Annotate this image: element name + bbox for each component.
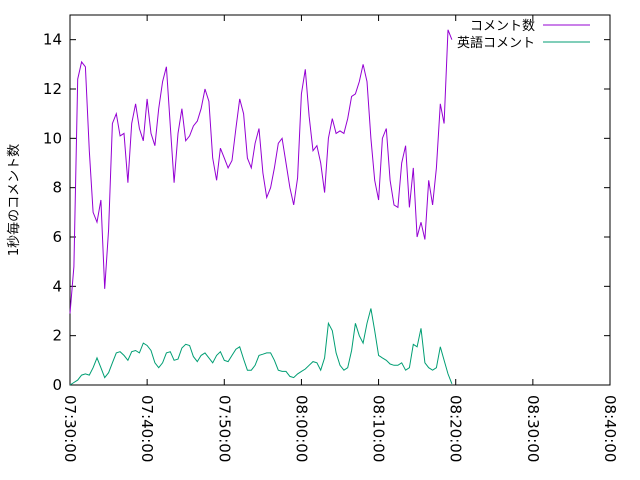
x-tick-label: 07:50:00: [215, 395, 233, 462]
y-tick-label: 14: [43, 31, 62, 49]
y-tick-label: 8: [52, 179, 62, 197]
x-axis: 07:30:00 07:40:00 07:50:00 08:00:00 08:10:00…: [61, 15, 619, 462]
y-tick-label: 6: [52, 228, 62, 246]
y-tick-label: 2: [52, 327, 62, 345]
series-layer: [69, 29, 453, 386]
series-line-1: [69, 29, 453, 314]
y-tick-label: 4: [52, 277, 62, 295]
x-tick-label: 08:30:00: [524, 395, 542, 462]
y-tick-label: 12: [43, 80, 62, 98]
legend-label: コメント数: [470, 19, 535, 34]
plot-frame: [69, 14, 611, 386]
x-tick-label: 08:10:00: [370, 395, 388, 462]
x-tick-label: 07:40:00: [138, 395, 156, 462]
legend-label: 英語コメント: [457, 35, 535, 51]
series-line-2: [69, 308, 453, 386]
plot-border: [69, 14, 611, 386]
y-axis: 0 2 4 6 8 10 12 14: [43, 31, 610, 394]
x-tick-label: 08:40:00: [601, 395, 619, 462]
x-tick-label: 07:30:00: [61, 395, 79, 462]
x-tick-label: 08:00:00: [292, 395, 310, 462]
y-tick-label: 0: [52, 376, 62, 394]
y-axis-label: 1秒毎のコメント数: [6, 144, 22, 256]
x-tick-label: 08:20:00: [447, 395, 465, 462]
y-tick-label: 10: [43, 129, 62, 147]
